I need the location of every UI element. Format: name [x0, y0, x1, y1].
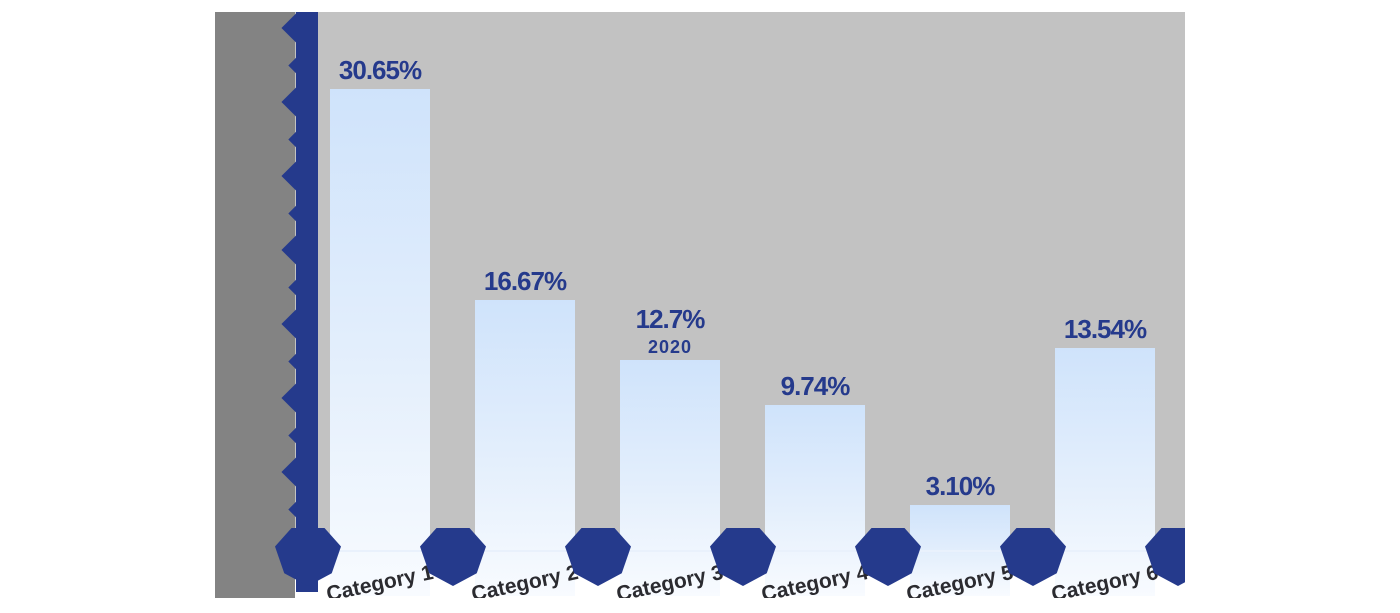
- bar-value-label: 3.10%: [925, 471, 996, 501]
- chart-area: 30.65% Category 1 16.67% Category 2 12.7% 202…: [215, 12, 1185, 598]
- bar: [330, 89, 430, 596]
- bar-value-label: 12.7%: [635, 304, 706, 334]
- bar: [1055, 348, 1155, 596]
- bar-value-label: 9.74%: [780, 371, 851, 401]
- bar-annotation-label: 2020: [647, 337, 693, 357]
- bar: [765, 405, 865, 596]
- bar-value-label: 16.67%: [483, 266, 567, 296]
- bar: [620, 360, 720, 596]
- bar-value-label: 30.65%: [338, 55, 422, 85]
- bar: [475, 300, 575, 596]
- axis-side-band: [215, 12, 295, 598]
- y-axis: [296, 12, 318, 592]
- plot-area: [295, 12, 1185, 552]
- bar-value-label: 13.54%: [1063, 314, 1147, 344]
